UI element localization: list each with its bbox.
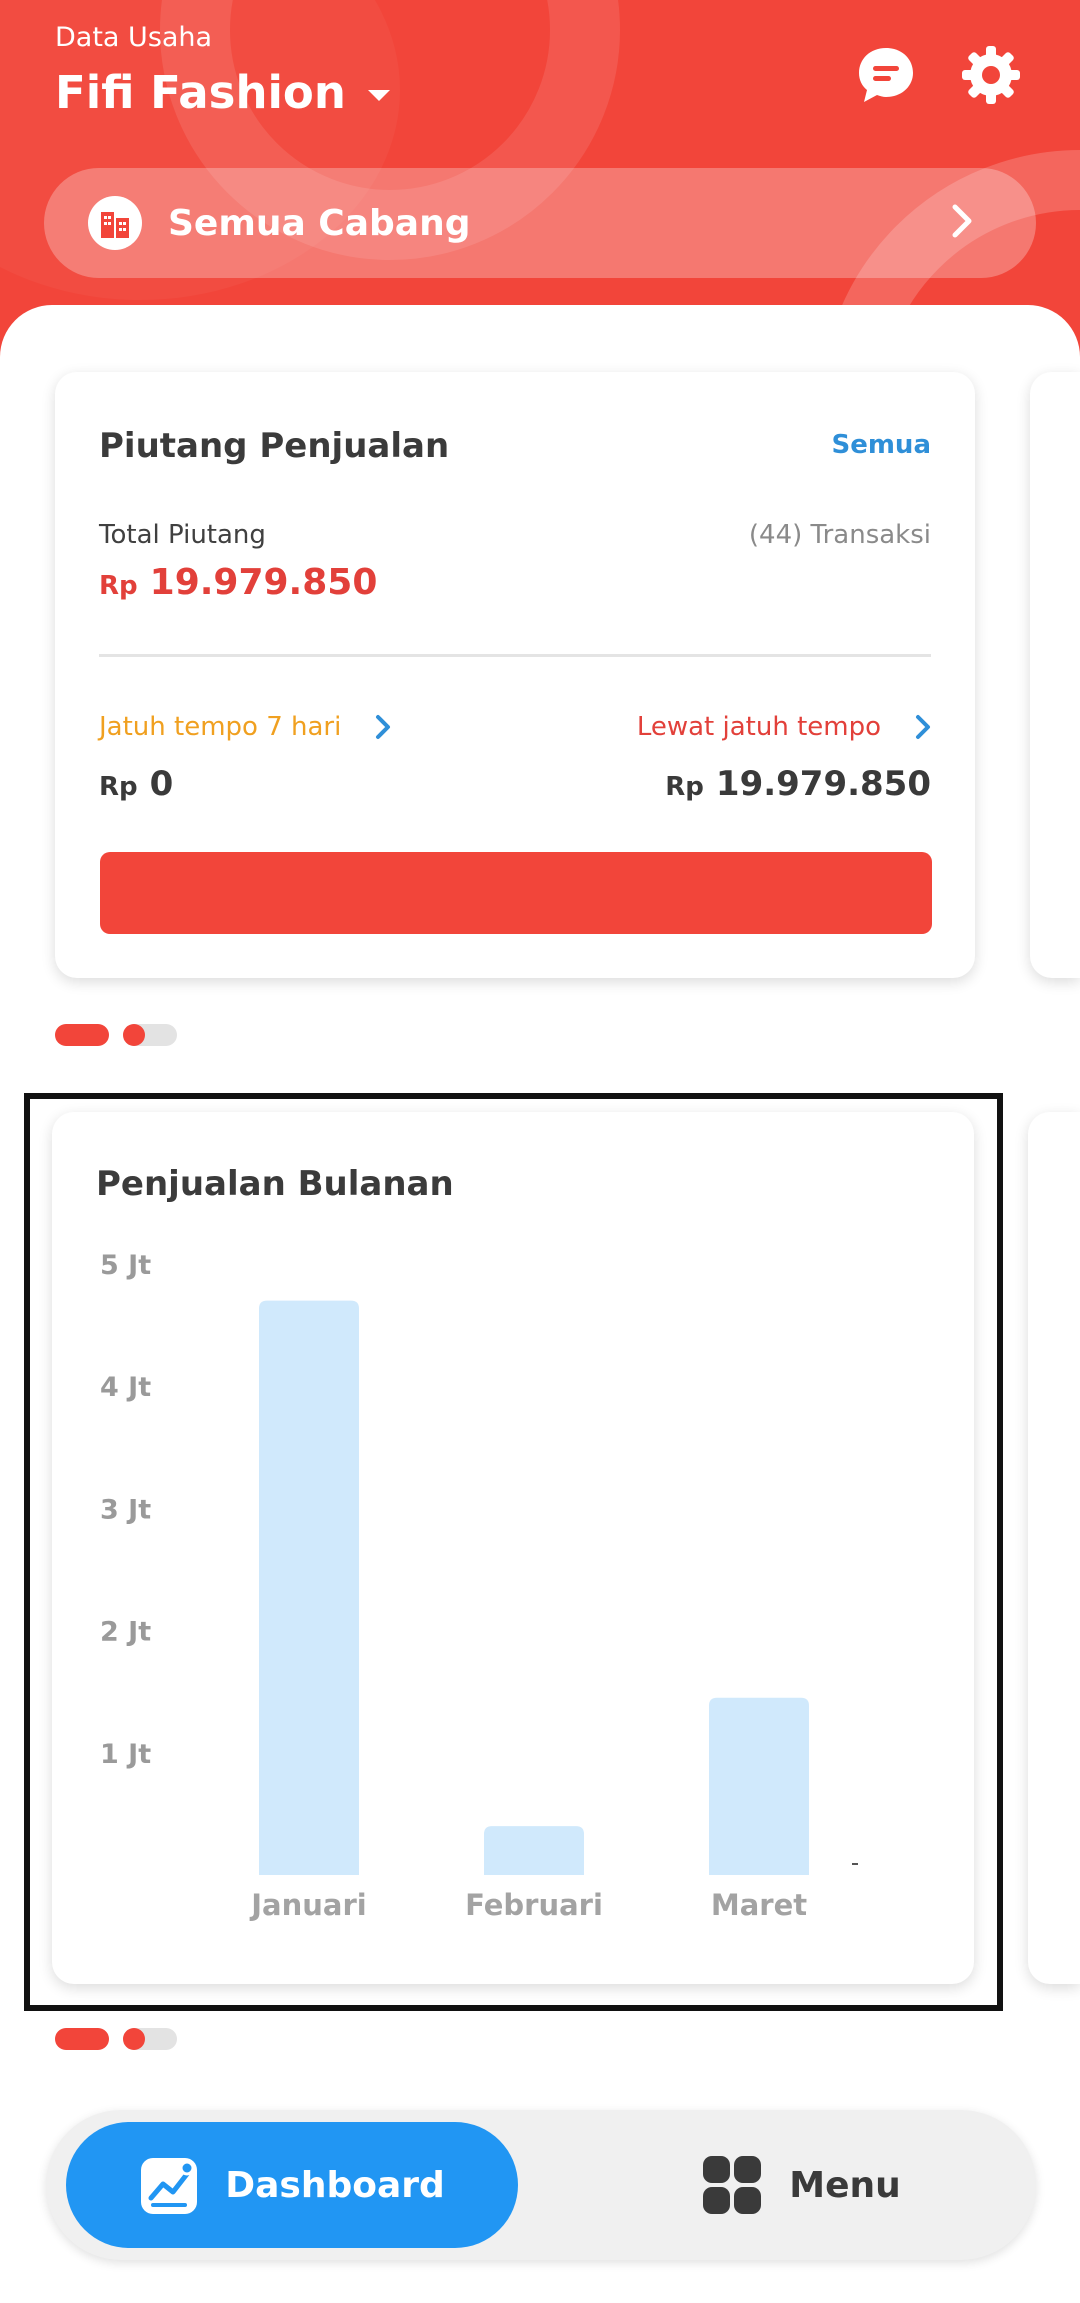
x-axis-label: Januari bbox=[249, 1888, 366, 1922]
currency-label: Rp bbox=[99, 772, 138, 802]
menu-grid-icon bbox=[703, 2156, 762, 2214]
see-all-link[interactable]: Semua bbox=[831, 430, 931, 460]
overdue-amount: Rp 19.979.850 bbox=[665, 764, 931, 804]
due-soon-link[interactable]: Jatuh tempo 7 hari bbox=[99, 712, 391, 742]
x-axis-label: Februari bbox=[465, 1888, 603, 1922]
bar-februari bbox=[484, 1826, 584, 1875]
next-card-peek[interactable] bbox=[1028, 1112, 1080, 1984]
y-tick-label: 4 Jt bbox=[100, 1372, 151, 1403]
carousel-dot bbox=[123, 1024, 177, 1046]
next-card-peek[interactable] bbox=[1030, 372, 1080, 978]
overdue-label: Lewat jatuh tempo bbox=[636, 712, 881, 742]
due-soon-amount: Rp 0 bbox=[99, 764, 173, 804]
due-soon-value: 0 bbox=[149, 764, 174, 804]
overdue-progress-bar bbox=[100, 852, 932, 934]
monthly-sales-chart: 1 Jt 2 Jt 3 Jt 4 Jt 5 Jt Januari Februari Maret bbox=[100, 1250, 858, 1922]
highlight-frame bbox=[24, 1093, 1003, 2011]
total-receivables-amount: Rp 19.979.850 bbox=[99, 562, 377, 603]
overdue-link[interactable]: Lewat jatuh tempo bbox=[637, 712, 931, 742]
monthly-sales-title: Penjualan Bulanan bbox=[96, 1164, 454, 1204]
divider bbox=[99, 654, 931, 657]
y-tick-label: 5 Jt bbox=[100, 1250, 151, 1281]
chevron-right-icon bbox=[376, 715, 391, 739]
carousel-indicator bbox=[55, 1024, 177, 1046]
business-selector[interactable]: Fifi Fashion bbox=[55, 66, 390, 119]
nav-dashboard-button[interactable]: Dashboard bbox=[66, 2122, 518, 2248]
y-tick-label: 3 Jt bbox=[100, 1494, 151, 1525]
total-amount-value: 19.979.850 bbox=[149, 562, 378, 603]
business-name: Fifi Fashion bbox=[55, 66, 346, 119]
transaction-count: (44) Transaksi bbox=[748, 520, 931, 550]
carousel-dot-active bbox=[55, 1024, 109, 1046]
bar-januari bbox=[259, 1300, 359, 1875]
nav-menu-label: Menu bbox=[789, 2164, 901, 2206]
carousel-indicator bbox=[55, 2028, 177, 2050]
bar-maret bbox=[709, 1697, 809, 1875]
chevron-right-icon bbox=[916, 715, 930, 739]
currency-label: Rp bbox=[99, 571, 138, 601]
chevron-right-icon bbox=[950, 203, 974, 243]
caret-down-icon bbox=[367, 90, 390, 101]
currency-label: Rp bbox=[665, 772, 704, 802]
branch-label: Semua Cabang bbox=[168, 202, 471, 244]
monthly-sales-card: Penjualan Bulanan 1 Jt 2 Jt 3 Jt 4 Jt 5 Jt Ja… bbox=[52, 1112, 974, 1984]
header: Data Usaha Fifi Fashion bbox=[0, 0, 1080, 360]
chat-icon[interactable] bbox=[855, 44, 917, 106]
nav-dashboard-label: Dashboard bbox=[225, 2164, 445, 2206]
receivables-title: Piutang Penjualan bbox=[99, 426, 450, 466]
building-icon bbox=[88, 196, 142, 250]
branch-selector[interactable]: Semua Cabang bbox=[44, 168, 1036, 278]
x-axis-label: Maret bbox=[711, 1888, 807, 1922]
total-receivables-label: Total Piutang bbox=[99, 520, 266, 550]
carousel-dot bbox=[123, 2028, 177, 2050]
bottom-navigation: Dashboard Menu bbox=[46, 2110, 1036, 2260]
overdue-value: 19.979.850 bbox=[715, 764, 931, 804]
due-soon-label: Jatuh tempo 7 hari bbox=[99, 712, 342, 742]
nav-menu-button[interactable]: Menu bbox=[586, 2122, 1016, 2248]
dashboard-chart-icon bbox=[141, 2158, 198, 2214]
overdue-progress-fill bbox=[100, 852, 932, 934]
carousel-dot-active bbox=[55, 2028, 109, 2050]
receivables-card[interactable]: Piutang Penjualan Semua Total Piutang (4… bbox=[55, 372, 975, 978]
gear-icon[interactable] bbox=[960, 44, 1022, 106]
business-label: Data Usaha bbox=[55, 22, 213, 53]
y-tick-label: 2 Jt bbox=[100, 1617, 151, 1648]
y-tick-label: 1 Jt bbox=[100, 1739, 151, 1770]
